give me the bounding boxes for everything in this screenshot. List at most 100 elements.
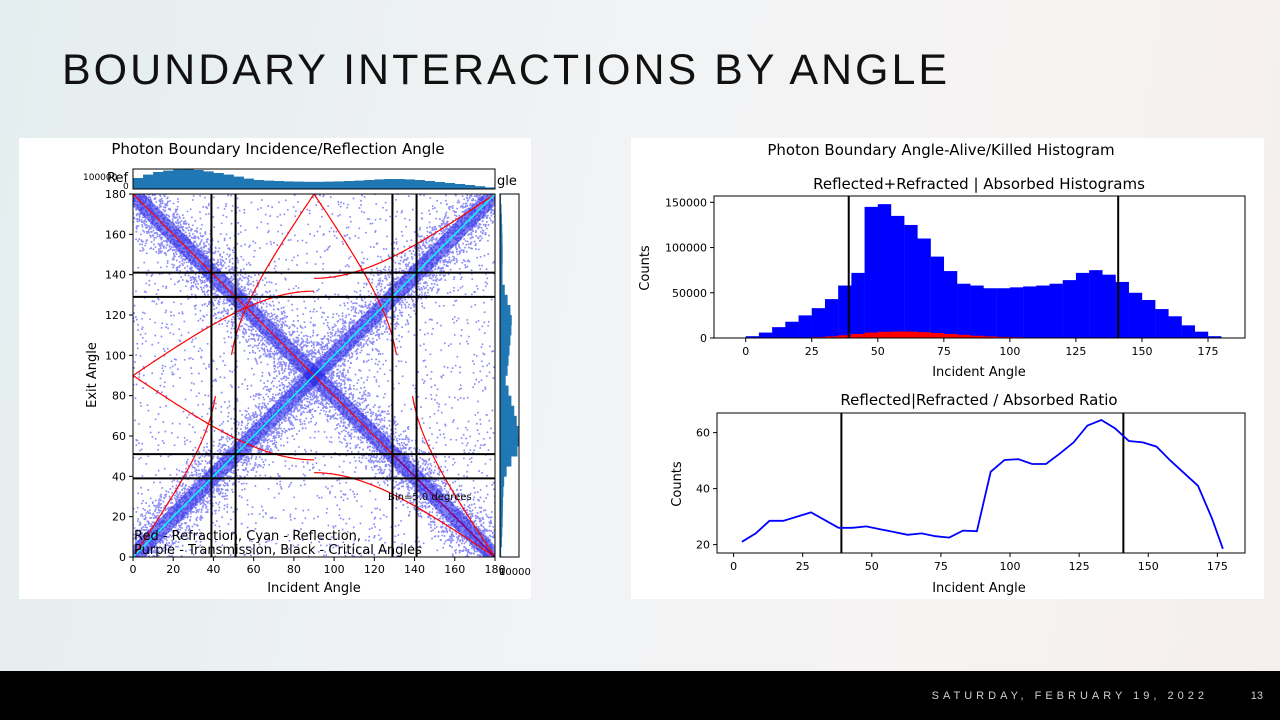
x-tick-label: 180: [485, 563, 506, 576]
ratio-frame: [716, 412, 1246, 554]
y-tick-label: 120: [105, 309, 126, 322]
slide-title: BOUNDARY INTERACTIONS BY ANGLE: [62, 46, 951, 94]
y-axis-label: Counts: [670, 461, 685, 507]
right-hist-bar: [500, 466, 507, 477]
absorbed-bar: [824, 336, 839, 338]
reflected-refracted-bar: [772, 327, 786, 338]
refraction-curve: [230, 194, 315, 356]
right-hist-bar: [500, 304, 511, 316]
reflection-line: [133, 194, 495, 557]
refraction-curve: [411, 395, 495, 557]
x-tick-label: 175: [1198, 345, 1219, 358]
scatter-frame: [132, 193, 496, 558]
right-hist-bar: [500, 335, 511, 346]
x-tick-label: 20: [166, 563, 180, 576]
page-number: 13: [1250, 690, 1263, 702]
y-tick-label: 80: [112, 390, 126, 403]
refraction-curve: [314, 472, 495, 557]
y-tick-label: 40: [696, 483, 710, 496]
refraction-curve: [133, 395, 217, 557]
top-hist-bar: [314, 181, 325, 189]
reflected-refracted-bar: [864, 206, 878, 338]
top-hist-bar: [213, 173, 224, 189]
top-hist-bar: [283, 181, 295, 189]
y-tick-label: 180: [105, 188, 126, 201]
top-hist-bar: [233, 176, 244, 189]
y-tick-label: 40: [112, 470, 126, 483]
right-hist-bar: [500, 425, 519, 437]
right-hist-bar: [500, 436, 519, 447]
top-hist-bar: [273, 181, 285, 189]
top-hist-bar: [344, 181, 355, 189]
top-hist-bar: [444, 183, 456, 189]
right-hist-bar: [500, 476, 505, 487]
refraction-curve: [314, 194, 495, 279]
absorbed-bar: [943, 333, 958, 338]
top-hist-tick-label: 100000: [83, 173, 118, 183]
reflected-refracted-bar: [798, 315, 812, 338]
top-hist-bar: [303, 181, 315, 189]
top-hist-bar: [324, 181, 335, 189]
reflected-refracted-bar: [877, 204, 892, 338]
x-tick-label: 160: [444, 563, 465, 576]
reflected-refracted-bar: [1023, 286, 1037, 338]
absorbed-bar: [996, 336, 1011, 338]
x-tick-label: 150: [1138, 560, 1159, 573]
absorbed-bar: [970, 335, 984, 338]
ratio-title: Reflected|Refracted / Absorbed Ratio: [840, 391, 1117, 409]
reflected-refracted-bar: [811, 308, 826, 338]
histogram-figure: Photon Boundary Angle-Alive/Killed Histo…: [631, 138, 1264, 599]
legend-line-1: Red - Refraction, Cyan - Reflection,: [134, 529, 361, 544]
reflected-refracted-bar: [1049, 283, 1063, 338]
x-tick-label: 60: [247, 563, 261, 576]
reflected-refracted-bar: [891, 215, 905, 338]
right-hist-bar: [500, 214, 502, 225]
top-hist-bar: [203, 171, 214, 189]
x-axis-label: Incident Angle: [932, 581, 1026, 596]
footer-date: SATURDAY, FEBRUARY 19, 2022: [931, 690, 1208, 702]
scatter-plot-area: [133, 194, 495, 557]
x-tick-label: 140: [404, 563, 425, 576]
right-hist-bar: [500, 294, 508, 306]
top-hist-bar: [193, 170, 204, 189]
right-hist-bar: [500, 345, 510, 356]
right-hist-bar: [500, 516, 503, 528]
x-tick-label: 100: [324, 563, 345, 576]
reflected-refracted-bar: [1102, 274, 1116, 338]
absorbed-bar: [851, 333, 865, 338]
right-hist-bar: [500, 405, 515, 417]
reflected-refracted-bar: [930, 256, 945, 338]
right-hist-bar: [500, 415, 517, 427]
y-tick-label: 160: [105, 228, 126, 241]
top-hist-bar: [484, 187, 496, 189]
top-hist-bar: [464, 185, 476, 189]
right-hist-tick-label: 0: [499, 567, 505, 578]
top-hist-bar: [153, 172, 164, 189]
y-axis-label: Counts: [638, 245, 653, 291]
top-hist-bar: [384, 179, 395, 189]
right-hist-bar: [500, 446, 518, 457]
top-hist-bar: [454, 184, 466, 189]
reflected-refracted-bar: [983, 288, 997, 338]
reflected-refracted-bar: [785, 321, 799, 338]
scatter-figure: Photon Boundary Incidence/Reflection Ang…: [19, 138, 531, 599]
y-tick-label: 60: [112, 430, 126, 443]
reflected-refracted-bar: [1168, 316, 1182, 338]
y-tick-label: 20: [696, 539, 710, 552]
x-tick-label: 0: [742, 345, 749, 358]
refraction-curve: [133, 290, 314, 377]
reflected-refracted-bar: [943, 271, 958, 338]
top-hist-bar: [243, 178, 254, 189]
top-hist-bar: [424, 181, 435, 189]
absorbed-bar: [983, 336, 997, 338]
overlapped-title-left: Ref: [107, 171, 128, 186]
y-tick-label: 0: [119, 551, 126, 564]
top-hist-bar: [263, 180, 275, 189]
footer-bar: SATURDAY, FEBRUARY 19, 2022 13: [0, 671, 1280, 720]
reflected-refracted-bar: [745, 336, 760, 338]
absorbed-bar: [917, 332, 931, 338]
top-hist-bar: [183, 169, 194, 189]
top-hist-bar: [374, 179, 385, 189]
y-tick-label: 100: [105, 349, 126, 362]
x-tick-label: 50: [871, 345, 885, 358]
